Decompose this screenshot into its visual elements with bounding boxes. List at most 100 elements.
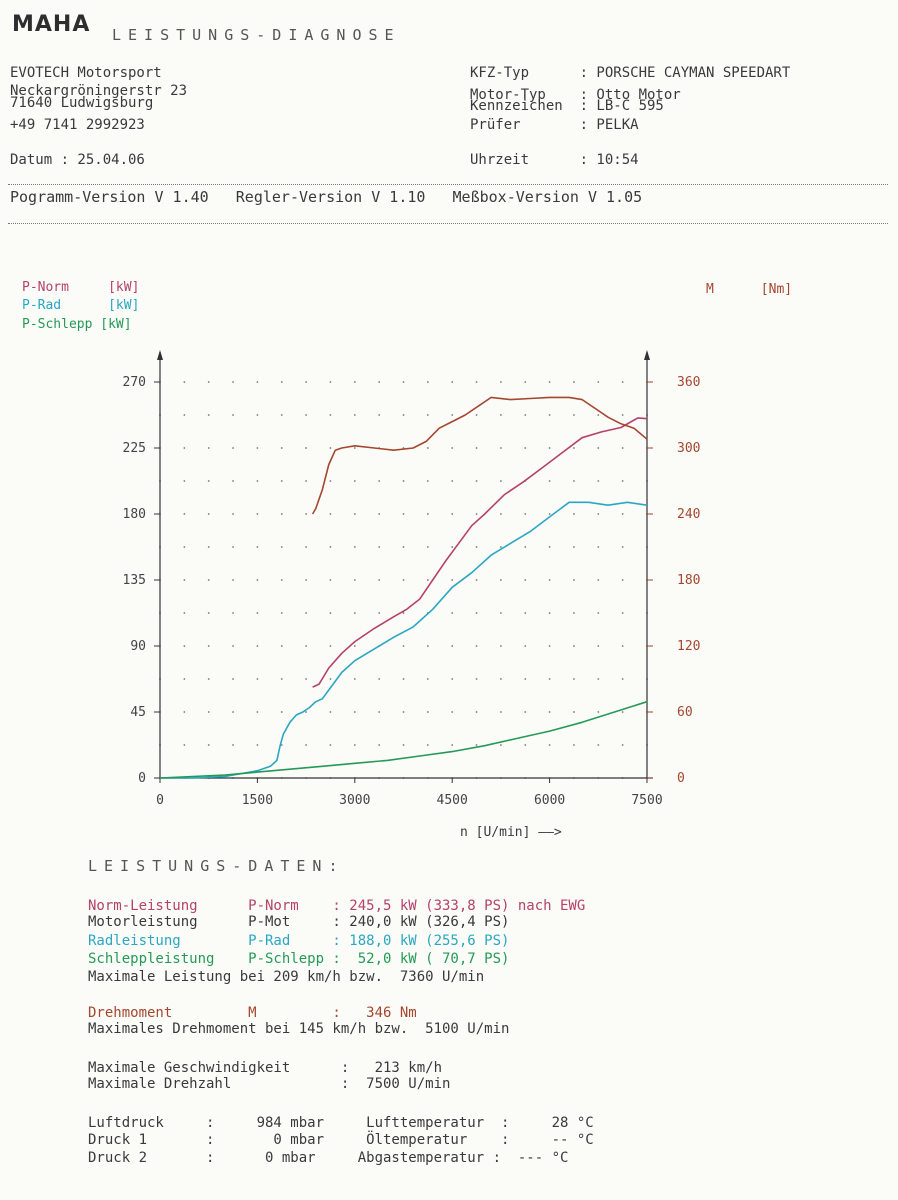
grid-dot [451, 513, 454, 515]
grid-dot [573, 447, 575, 449]
grid-dot [621, 414, 624, 416]
row-schleppleistung: Schleppleistung P-Schlepp : 52,0 kW ( 70… [88, 951, 510, 967]
y-left-tick-label: 180 [123, 507, 146, 522]
grid-dot [329, 480, 332, 482]
grid-dot [183, 678, 186, 680]
grid-dot [524, 612, 527, 614]
grid-dot [475, 513, 478, 515]
grid-dot [573, 546, 575, 548]
grid-dot [183, 645, 186, 647]
grid-dot [280, 381, 283, 383]
grid-dot [475, 612, 478, 614]
grid-dot [597, 711, 600, 713]
y-left-tick-label: 0 [138, 771, 146, 786]
grid-dot [207, 381, 210, 383]
grid-dot [353, 744, 356, 746]
grid-dot [353, 480, 356, 482]
grid-dot [232, 678, 234, 680]
grid-dot [451, 447, 454, 449]
grid-dot [621, 381, 624, 383]
grid-dot [378, 579, 381, 581]
grid-dot [353, 381, 356, 383]
company-name: EVOTECH Motorsport [10, 65, 162, 81]
grid-dot [256, 645, 259, 647]
grid-dot [329, 711, 332, 713]
legend-p-norm: P-Norm [kW] [22, 280, 140, 295]
grid-dot [280, 513, 283, 515]
grid-dot [524, 579, 527, 581]
grid-dot [280, 414, 283, 416]
grid-dot [280, 612, 283, 614]
grid-dot [402, 744, 405, 746]
y-right-tick-label: 120 [677, 639, 700, 654]
grid-dot [353, 513, 356, 515]
grid-dot [305, 678, 307, 680]
grid-dot [329, 744, 332, 746]
grid-dot [500, 711, 502, 713]
grid-dot [329, 447, 332, 449]
x-axis-label: n [U/min] ——> [460, 825, 562, 840]
y-left-tick-label: 135 [123, 573, 146, 588]
right-axis-arrow [644, 350, 650, 360]
grid-dot [305, 612, 307, 614]
grid-dot [280, 744, 283, 746]
grid-dot [305, 447, 307, 449]
maha-logo: MAHA [12, 12, 91, 37]
grid-dot [621, 513, 624, 515]
left-axis-arrow [157, 350, 163, 360]
grid-dot [353, 414, 356, 416]
grid-dot [305, 513, 307, 515]
grid-dot [597, 480, 600, 482]
grid-dot [451, 612, 454, 614]
x-tick-label: 7500 [631, 793, 662, 808]
grid-dot [573, 513, 575, 515]
grid-dot [573, 678, 575, 680]
chart-ticks: 0 45 90 135 180 225 270 0 60 120 180 240 300 360 0 1500… [123, 375, 701, 808]
grid-dot [305, 546, 307, 548]
grid-dot [402, 381, 405, 383]
x-tick-label: 6000 [534, 793, 565, 808]
grid-dot [573, 711, 575, 713]
grid-dot [256, 513, 259, 515]
y-left-tick-label: 270 [123, 375, 146, 390]
y-right-tick-label: 360 [677, 375, 700, 390]
grid-dot [280, 645, 283, 647]
grid-dot [183, 744, 186, 746]
grid-dot [402, 546, 405, 548]
grid-dot [402, 414, 405, 416]
grid-dot [402, 678, 405, 680]
row-radleistung: Radleistung P-Rad : 188,0 kW (255,6 PS) [88, 933, 510, 949]
grid-dot [207, 612, 210, 614]
grid-dot [451, 579, 454, 581]
grid-dot [183, 381, 186, 383]
grid-dot [207, 744, 210, 746]
y-left-tick-label: 45 [130, 705, 146, 720]
grid-dot [548, 381, 551, 383]
grid-dot [548, 612, 551, 614]
grid-dot [256, 678, 259, 680]
grid-dot [183, 579, 186, 581]
grid-dot [183, 513, 186, 515]
row-max-geschwindigkeit: Maximale Geschwindigkeit : 213 km/h [88, 1060, 443, 1076]
chart-axes [157, 350, 653, 779]
chart-grid [159, 381, 648, 779]
kennzeichen: Kennzeichen : LB-C 595 [470, 98, 664, 114]
grid-dot [451, 711, 454, 713]
grid-dot [500, 513, 502, 515]
grid-dot [402, 480, 405, 482]
grid-dot [426, 645, 429, 647]
grid-dot [475, 414, 478, 416]
grid-dot [426, 480, 429, 482]
grid-dot [378, 744, 381, 746]
grid-dot [597, 513, 600, 515]
grid-dot [573, 381, 575, 383]
grid-dot [451, 414, 454, 416]
row-drehmoment: Drehmoment M : 346 Nm [88, 1005, 417, 1021]
grid-dot [232, 513, 234, 515]
grid-dot [378, 711, 381, 713]
grid-dot [378, 381, 381, 383]
grid-dot [573, 579, 575, 581]
grid-dot [280, 447, 283, 449]
grid-dot [402, 513, 405, 515]
grid-dot [573, 414, 575, 416]
